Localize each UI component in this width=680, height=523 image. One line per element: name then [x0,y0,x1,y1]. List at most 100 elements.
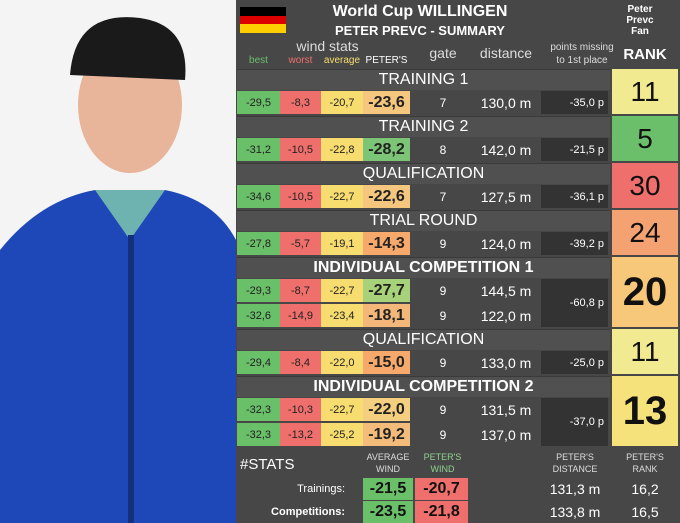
gate-cell: 8 [439,142,447,157]
stats-header: PETER'S [626,452,664,462]
athlete-photo [0,0,236,523]
average-cell: -25,2 [321,423,363,446]
best-cell: -29,4 [237,351,280,374]
average-cell: -20,7 [321,91,363,114]
average-cell: -22,7 [321,398,363,421]
stats-header: WIND [430,464,455,474]
best-cell: -32,6 [237,304,280,327]
rank-cell: 13 [612,376,678,446]
section-title: TRAINING 1 [237,69,610,90]
distance-cell: 131,5 m [480,401,532,418]
stats-header: PETER'S [423,452,462,462]
average-wind: -23,5 [363,501,413,523]
peters-cell: -22,6 [363,185,410,208]
stats-header: WIND [376,464,400,474]
rank-cell: 11 [612,329,678,374]
peters-cell: -28,2 [363,138,410,161]
points-missing: -37,0 p [541,398,608,446]
distance-cell: 142,0 m [480,141,532,158]
section-title: QUALIFICATION [237,163,610,184]
rank-cell: 11 [612,69,678,114]
column-header: best [249,54,268,66]
column-header: gate [429,45,457,61]
worst-cell: -10,5 [280,185,321,208]
column-header: PETER'S [365,54,408,66]
distance-cell: 130,0 m [480,94,532,111]
worst-cell: -14,9 [280,304,321,327]
average-cell: -22,0 [321,351,363,374]
peters-cell: -27,7 [363,279,410,302]
average-cell: -22,7 [321,185,363,208]
average-cell: -23,4 [321,304,363,327]
peters-wind: -21,8 [415,501,468,523]
worst-cell: -10,3 [280,398,321,421]
peters-distance: 131,3 m [549,481,601,497]
distance-cell: 137,0 m [480,426,532,443]
average-cell: -22,8 [321,138,363,161]
worst-cell: -8,3 [280,91,321,114]
column-header: to 1st place [556,55,608,66]
rank-cell: 24 [612,210,678,255]
best-cell: -29,3 [237,279,280,302]
title: World Cup WILLINGEN [332,3,508,20]
column-group: wind stats [296,38,359,54]
worst-cell: -13,2 [280,423,321,446]
points-missing: -39,2 p [541,232,608,255]
column-header: points missing [550,42,614,53]
best-cell: -31,2 [237,138,280,161]
points-missing: -60,8 p [541,279,608,327]
stats-header: PETER'S [556,452,594,462]
worst-cell: -8,7 [280,279,321,302]
peters-rank: 16,2 [631,481,659,497]
best-cell: -29,5 [237,91,280,114]
gate-cell: 9 [439,402,447,417]
section-title: TRIAL ROUND [237,210,610,231]
column-header: distance [479,45,533,61]
distance-cell: 122,0 m [480,307,532,324]
average-wind: -21,5 [363,478,413,500]
logo-text: Fan [631,26,649,37]
worst-cell: -5,7 [280,232,321,255]
column-header: average [323,54,361,66]
worst-cell: -10,5 [280,138,321,161]
peters-cell: -14,3 [363,232,410,255]
column-header: worst [288,54,313,66]
gate-cell: 9 [439,427,447,442]
section-title: QUALIFICATION [237,329,610,350]
logo-text: Prevc [626,15,654,26]
best-cell: -32,3 [237,423,280,446]
best-cell: -34,6 [237,185,280,208]
distance-cell: 144,5 m [480,282,532,299]
best-cell: -27,8 [237,232,280,255]
points-missing: -36,1 p [541,185,608,208]
rank-cell: 5 [612,116,678,161]
distance-cell: 127,5 m [480,188,532,205]
stats-header: RANK [632,464,658,474]
distance-cell: 124,0 m [480,235,532,252]
gate-cell: 9 [439,308,447,323]
stats-title: #STATS [240,455,295,473]
peters-cell: -22,0 [363,398,410,421]
gate-cell: 7 [439,189,447,204]
peters-cell: -19,2 [363,423,410,446]
worst-cell: -8,4 [280,351,321,374]
peters-wind: -20,7 [415,478,468,500]
logo-text: Peter [627,4,653,15]
rank-cell: 20 [612,257,678,327]
points-missing: -21,5 p [541,138,608,161]
column-header: RANK [623,45,667,63]
distance-cell: 133,0 m [480,354,532,371]
gate-cell: 9 [439,236,447,251]
subtitle: PETER PREVC - SUMMARY [335,22,505,38]
best-cell: -32,3 [237,398,280,421]
gate-cell: 9 [439,355,447,370]
stats-label: Competitions: [271,506,345,518]
section-title: INDIVIDUAL COMPETITION 2 [237,376,610,397]
stats-header: DISTANCE [552,464,598,474]
average-cell: -22,7 [321,279,363,302]
rank-cell: 30 [612,163,678,208]
points-missing: -35,0 p [541,91,608,114]
peters-rank: 16,5 [631,504,659,520]
average-cell: -19,1 [321,232,363,255]
